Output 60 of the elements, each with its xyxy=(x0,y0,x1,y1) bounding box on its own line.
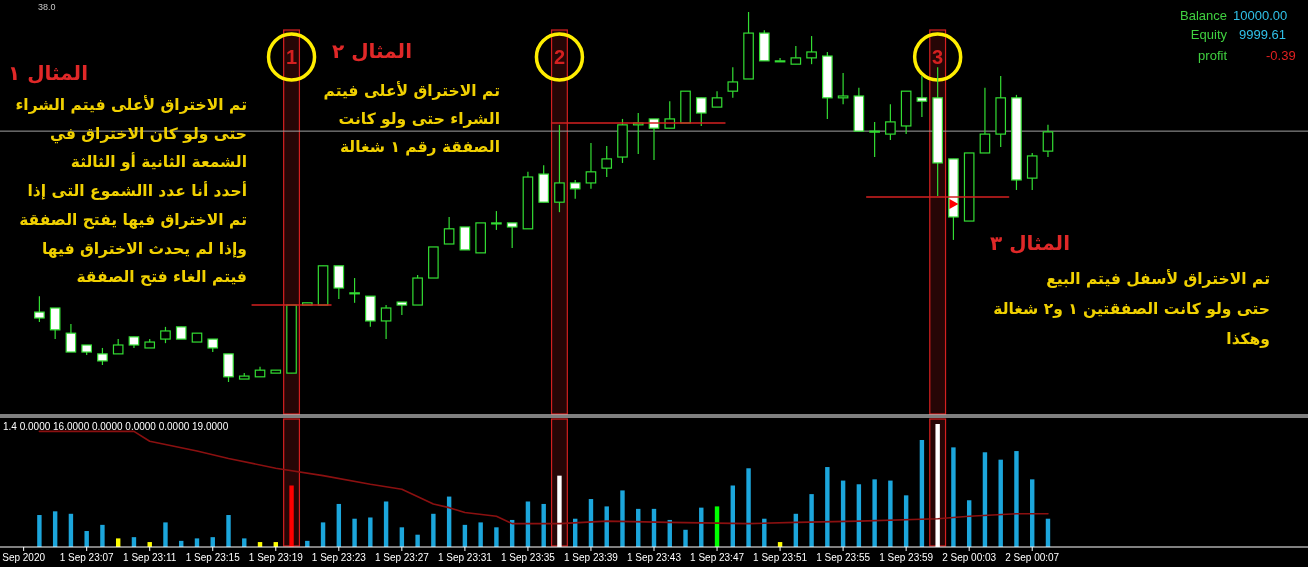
bar xyxy=(305,540,310,547)
bar xyxy=(431,513,436,547)
x-tick-label: 1 Sep 23:59 xyxy=(879,552,934,563)
bar xyxy=(998,459,1003,547)
annotation: تم الاختراق لأعلى فيتم الشراء حتى ولو كانت الصفقة رقم ١ شغالة xyxy=(323,81,500,156)
bar xyxy=(809,494,814,547)
x-tick-label: 1 Sep 23:51 xyxy=(753,552,808,563)
bar xyxy=(620,490,625,547)
bar xyxy=(683,529,688,547)
x-tick-label: Sep 2020 xyxy=(2,552,46,563)
annotation: Equity xyxy=(1190,27,1228,42)
x-tick-label: 1 Sep 23:31 xyxy=(437,552,493,563)
band-label: 3 xyxy=(932,46,944,68)
band-label: 1 xyxy=(285,46,298,68)
bar xyxy=(415,534,420,547)
bar xyxy=(368,517,373,547)
bar xyxy=(541,503,546,547)
x-tick-label: 1 Sep 23:11 xyxy=(123,552,177,563)
x-tick-label: 1 Sep 23:43 xyxy=(627,552,682,563)
bar xyxy=(352,518,357,547)
annotation: 10000.00 xyxy=(1233,8,1288,23)
annotation: 9999.61 xyxy=(1239,27,1286,42)
bar xyxy=(478,522,483,547)
x-tick-label: 2 Sep 00:07 xyxy=(1005,552,1060,563)
x-tick-label: 1 Sep 23:27 xyxy=(374,552,430,563)
x-tick-label: 1 Sep 23:07 xyxy=(59,552,115,563)
bar xyxy=(100,524,105,547)
x-tick-label: 1 Sep 23:39 xyxy=(564,552,619,563)
bar xyxy=(494,527,499,547)
annotation: -0.39 xyxy=(1266,48,1296,63)
band-label: 2 xyxy=(553,46,566,68)
annotation: المثال ٢ xyxy=(332,39,412,63)
bar xyxy=(84,531,89,547)
annotation: المثال ١ xyxy=(8,61,88,85)
x-tick-label: 2 Sep 00:03 xyxy=(942,552,997,563)
x-tick-label: 1 Sep 23:19 xyxy=(248,552,304,563)
chart-title: 1.4 0.0000 16.0000 0.0000 0.0000 0.0000 19.0000 xyxy=(3,421,229,432)
annotation: المثال ٣ xyxy=(990,231,1070,255)
bar xyxy=(762,518,767,547)
bar xyxy=(746,468,751,547)
annotation: Balance xyxy=(1180,8,1227,23)
x-tick-label: 1 Sep 23:15 xyxy=(185,552,241,563)
annotation: profit xyxy=(1198,48,1228,63)
bar xyxy=(872,479,877,547)
bar xyxy=(825,467,830,547)
bar xyxy=(951,447,956,547)
bar xyxy=(37,515,42,547)
x-tick-label: 1 Sep 23:47 xyxy=(690,552,745,563)
bar xyxy=(1014,451,1019,547)
x-tick-label: 1 Sep 23:23 xyxy=(311,552,367,563)
bar xyxy=(383,501,389,547)
bar xyxy=(226,515,231,547)
annotation: تم الاختراق لأعلى فيتم الشراء حتى ولو كان الاختراق في الشمعة الثانية أو الثالثة أحدد أنا عدد االشموع التى إذا تم الاختراق فيها يفتح الصفقة وإذا لم يحدث الاختراق فيها فيتم الغاء فتح الصفقة xyxy=(15,95,247,287)
annotation: تم الاختراق لأسفل فيتم البيع حتى ولو كانت الصفقتين ١ و٢ شغالة وهكذا xyxy=(993,269,1270,348)
bar xyxy=(289,485,294,547)
x-tick-label: 1 Sep 23:35 xyxy=(500,552,556,563)
annotation: 38.0 xyxy=(38,2,56,12)
bar xyxy=(888,480,893,547)
bar xyxy=(163,522,168,547)
x-tick-label: 1 Sep 23:55 xyxy=(816,552,871,563)
